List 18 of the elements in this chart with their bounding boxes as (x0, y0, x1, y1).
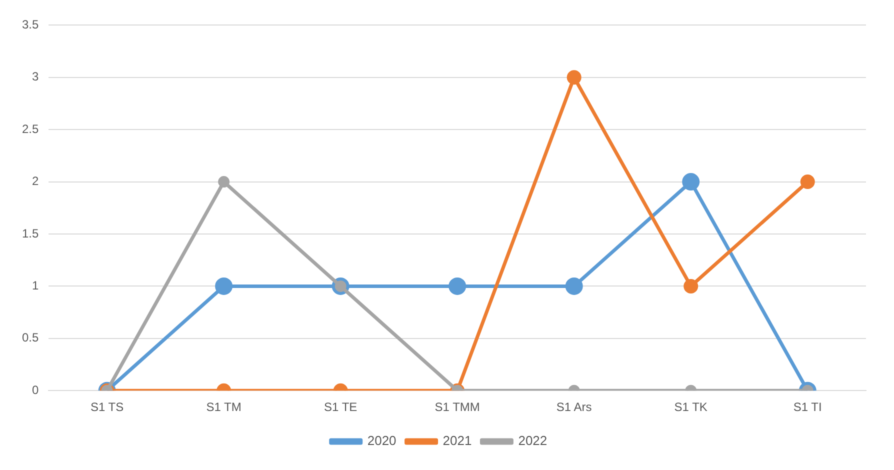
y-tick-label: 3 (32, 70, 39, 84)
y-tick-label: 1 (32, 278, 39, 293)
y-tick-label: 1.5 (22, 226, 39, 240)
legend-label: 2022 (518, 433, 548, 448)
legend-label: 2020 (367, 433, 396, 448)
y-tick-label: 0 (32, 382, 39, 397)
x-tick-label: S1 Ars (556, 400, 592, 414)
x-tick-label: S1 TK (674, 400, 708, 414)
y-tick-label: 3.5 (22, 18, 39, 32)
y-tick-label: 0.5 (22, 330, 39, 345)
y-tick-label: 2 (32, 174, 39, 188)
x-tick-label: S1 TMM (434, 400, 480, 414)
x-tick-label: S1 TE (324, 400, 358, 414)
x-tick-label: S1 TM (206, 400, 242, 414)
x-tick-label: S1 TS (90, 400, 124, 414)
legend-label: 2021 (442, 433, 472, 448)
y-tick-label: 2.5 (22, 122, 39, 136)
x-tick-label: S1 TI (793, 400, 822, 414)
